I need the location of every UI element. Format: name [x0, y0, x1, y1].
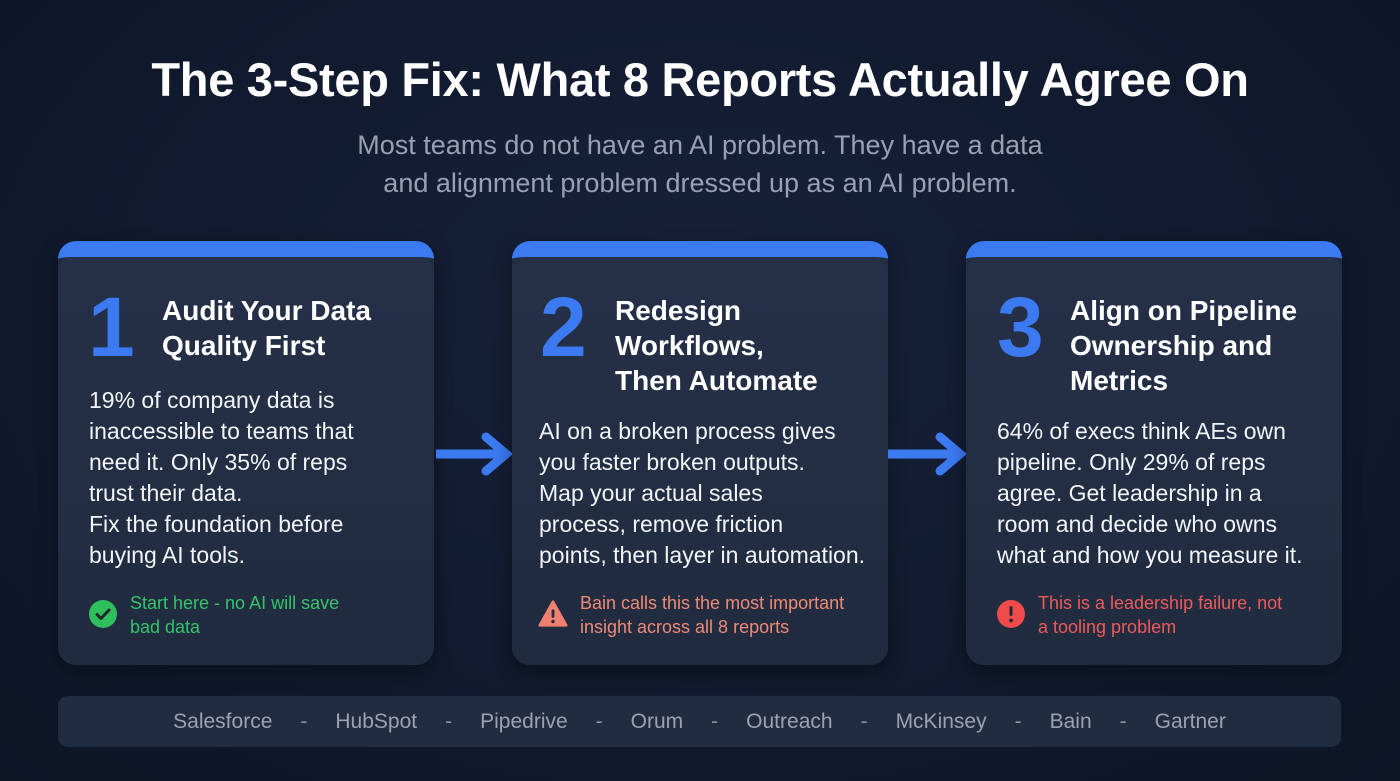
page-subtitle: Most teams do not have an AI problem. Th…: [0, 126, 1400, 202]
heading-line: Align on Pipeline: [1070, 295, 1298, 326]
step-description: 19% of company data is inaccessible to t…: [89, 385, 419, 571]
heading-line: Audit Your Data: [162, 295, 371, 326]
separator: -: [445, 709, 453, 733]
heading-line: Quality First: [162, 330, 326, 361]
card-body-bg: 3 Align on Pipeline Ownership and Metric…: [966, 257, 1342, 665]
source-mckinsey: McKinsey: [895, 709, 987, 733]
step-card-1: 1 Audit Your Data Quality First 19% of c…: [58, 241, 434, 665]
arrow-right-icon: [434, 431, 514, 477]
subtitle-line-2: and alignment problem dressed up as an A…: [383, 168, 1017, 198]
body-line: need it. Only 35% of reps: [89, 449, 348, 475]
step-number: 3: [997, 280, 1044, 374]
separator: -: [1014, 709, 1022, 733]
body-line: process, remove friction: [539, 511, 784, 537]
warning-triangle-icon: [538, 599, 568, 629]
body-line: inaccessible to teams that: [89, 418, 354, 444]
step-note: Start here - no AI will save bad data: [88, 591, 339, 639]
separator: -: [595, 709, 603, 733]
body-line: 19% of company data is: [89, 387, 335, 413]
heading-line: Metrics: [1070, 365, 1169, 396]
heading-line: Workflows,: [615, 330, 764, 361]
body-line: buying AI tools.: [89, 542, 245, 568]
source-pipedrive: Pipedrive: [480, 709, 568, 733]
body-line: AI on a broken process gives: [539, 418, 836, 444]
body-line: trust their data.: [89, 480, 243, 506]
source-gartner: Gartner: [1154, 709, 1226, 733]
heading-line: Redesign: [615, 295, 742, 326]
source-hubspot: HubSpot: [335, 709, 418, 733]
body-line: 64% of execs think AEs own: [997, 418, 1286, 444]
step-card-2: 2 Redesign Workflows, Then Automate AI o…: [512, 241, 888, 665]
source-outreach: Outreach: [746, 709, 833, 733]
step-note: Bain calls this the most important insig…: [538, 591, 844, 639]
step-number: 1: [88, 280, 135, 374]
body-line: pipeline. Only 29% of reps: [997, 449, 1266, 475]
sources-bar: Salesforce - HubSpot - Pipedrive - Orum …: [58, 696, 1341, 747]
step-number: 2: [540, 280, 587, 374]
body-line: points, then layer in automation.: [539, 542, 866, 568]
note-line: Start here - no AI will save: [130, 593, 340, 613]
body-line: Fix the foundation before: [89, 511, 344, 537]
separator: -: [1119, 709, 1127, 733]
step-card-3: 3 Align on Pipeline Ownership and Metric…: [966, 241, 1342, 665]
note-line: insight across all 8 reports: [580, 617, 790, 637]
arrow-right-icon: [888, 431, 968, 477]
step-description: AI on a broken process gives you faster …: [539, 416, 884, 571]
heading-line: Ownership and: [1070, 330, 1273, 361]
note-text: This is a leadership failure, not a tool…: [1038, 591, 1282, 639]
source-salesforce: Salesforce: [173, 709, 273, 733]
check-circle-icon: [88, 599, 118, 629]
step-note: This is a leadership failure, not a tool…: [996, 591, 1282, 639]
subtitle-line-1: Most teams do not have an AI problem. Th…: [357, 130, 1043, 160]
separator: -: [711, 709, 719, 733]
body-line: what and how you measure it.: [997, 542, 1303, 568]
body-line: agree. Get leadership in a: [997, 480, 1262, 506]
heading-line: Then Automate: [615, 365, 818, 396]
separator: -: [860, 709, 868, 733]
source-bain: Bain: [1049, 709, 1092, 733]
body-line: Map your actual sales: [539, 480, 763, 506]
note-line: This is a leadership failure, not: [1038, 593, 1283, 613]
note-text: Start here - no AI will save bad data: [130, 591, 339, 639]
source-orum: Orum: [630, 709, 684, 733]
note-line: a tooling problem: [1038, 617, 1177, 637]
exclamation-circle-icon: [996, 599, 1026, 629]
card-body-bg: 1 Audit Your Data Quality First 19% of c…: [58, 257, 434, 665]
card-body-bg: 2 Redesign Workflows, Then Automate AI o…: [512, 257, 888, 665]
step-heading: Align on Pipeline Ownership and Metrics: [1070, 293, 1297, 398]
note-text: Bain calls this the most important insig…: [580, 591, 844, 639]
body-line: room and decide who owns: [997, 511, 1277, 537]
step-description: 64% of execs think AEs own pipeline. Onl…: [997, 416, 1342, 571]
body-line: you faster broken outputs.: [539, 449, 805, 475]
step-heading: Redesign Workflows, Then Automate: [615, 293, 818, 398]
page-title: The 3-Step Fix: What 8 Reports Actually …: [151, 53, 1249, 106]
note-line: bad data: [130, 617, 201, 637]
separator: -: [300, 709, 308, 733]
step-heading: Audit Your Data Quality First: [162, 293, 371, 363]
note-line: Bain calls this the most important: [580, 593, 845, 613]
